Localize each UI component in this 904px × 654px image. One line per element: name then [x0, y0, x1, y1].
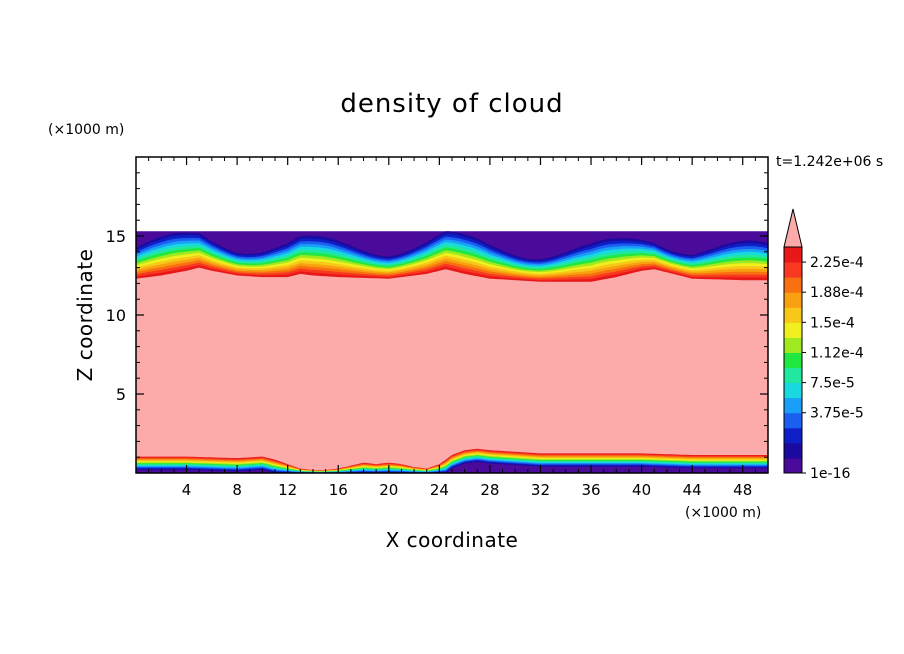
x-tick-label: 24 — [430, 481, 449, 499]
colorbar-swatch — [784, 367, 802, 384]
y-axis: 5 10 15 — [106, 172, 768, 458]
y-axis-unit: (×1000 m) — [48, 122, 124, 138]
x-axis: 4 8 12 16 20 24 28 32 36 40 44 48 — [148, 157, 756, 499]
colorbar-swatch — [784, 322, 802, 338]
colorbar-swatch — [784, 337, 802, 353]
x-tick-label: 36 — [581, 481, 600, 499]
colorbar-label: 1.5e-4 — [810, 315, 855, 331]
colorbar-extend-arrow — [783, 208, 803, 248]
y-axis-label: Z coordinate — [73, 249, 97, 382]
x-tick-label: 40 — [632, 481, 651, 499]
x-tick-label: 4 — [182, 481, 192, 499]
colorbar-swatch — [784, 442, 802, 459]
x-tick-label: 32 — [531, 481, 550, 499]
x-tick-label: 20 — [379, 481, 398, 499]
colorbar-label: 3.75e-5 — [810, 406, 864, 422]
colorbar-swatch — [784, 307, 802, 323]
colorbar-swatch — [784, 457, 802, 474]
time-label: t=1.242e+06 s — [776, 154, 883, 170]
y-tick-label: 5 — [116, 385, 126, 404]
x-tick-label: 44 — [683, 481, 702, 499]
colorbar-label: 7.5e-5 — [810, 376, 855, 392]
colorbar-swatch — [784, 262, 802, 278]
x-tick-label: 12 — [278, 481, 297, 499]
x-axis-label: X coordinate — [386, 528, 519, 552]
colorbar-swatch — [784, 352, 802, 369]
plot-area — [136, 157, 768, 473]
colorbar-label: 1.12e-4 — [810, 345, 864, 361]
colorbar-swatch — [784, 397, 802, 414]
chart-title: density of cloud — [340, 89, 563, 119]
colorbar-swatch — [784, 412, 802, 429]
lower-band-0 — [136, 461, 768, 473]
y-tick-label: 15 — [106, 227, 126, 246]
colorbar-swatch — [784, 292, 802, 308]
colorbar-label: 1e-16 — [810, 466, 850, 482]
colorbar-label: 2.25e-4 — [810, 255, 864, 271]
y-tick-label: 10 — [106, 306, 126, 325]
x-tick-label: 8 — [232, 481, 242, 499]
colorbar-swatch — [784, 427, 802, 444]
colorbar-swatch — [784, 277, 802, 293]
colorbar-swatch — [784, 247, 802, 263]
x-axis-unit: (×1000 m) — [685, 505, 761, 521]
saturated-region — [136, 267, 768, 473]
x-tick-label: 48 — [733, 481, 752, 499]
colorbar-frame — [783, 246, 803, 474]
x-tick-label: 16 — [329, 481, 348, 499]
x-tick-label: 28 — [480, 481, 499, 499]
colorbar: 2.25e-4 1.88e-4 1.5e-4 1.12e-4 7.5e-5 3.75e-5… — [783, 208, 864, 482]
colorbar-label: 1.88e-4 — [810, 285, 864, 301]
colorbar-swatch — [784, 382, 802, 399]
